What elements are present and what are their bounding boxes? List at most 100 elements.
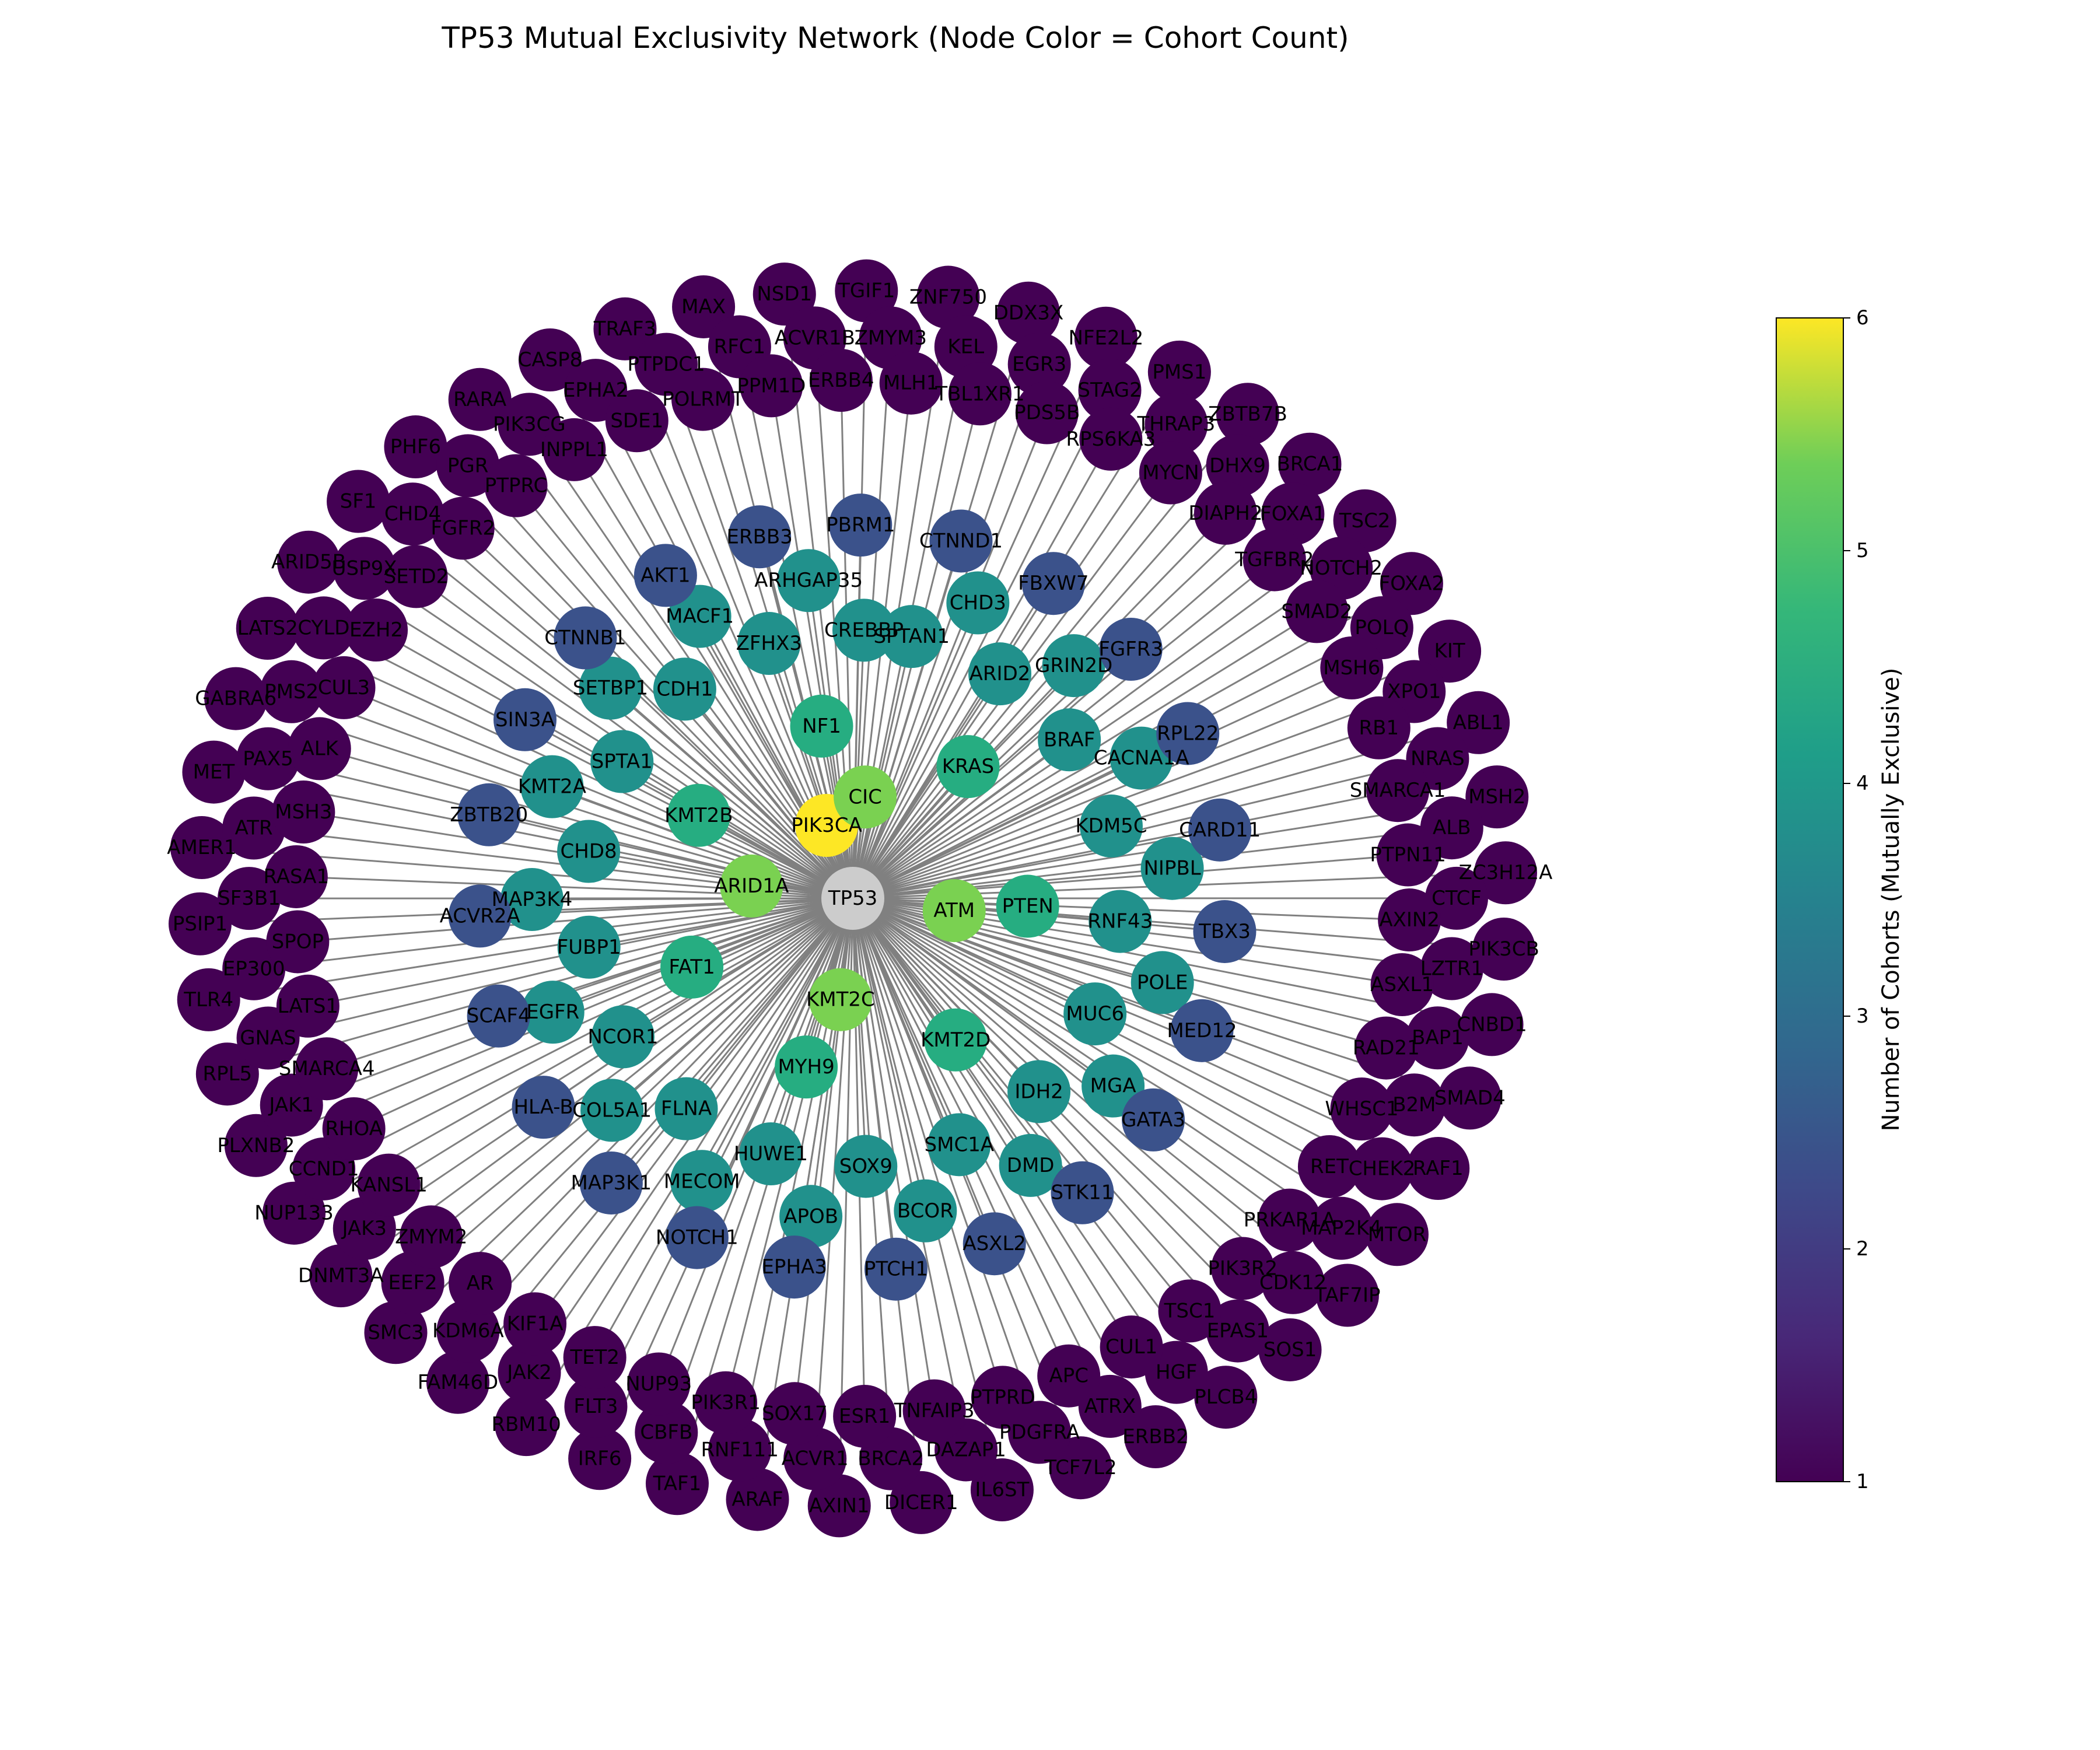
node-cic	[834, 765, 897, 829]
node-kit	[1418, 620, 1482, 683]
colorbar-axis-label: Number of Cohorts (Mutually Exclusive)	[1878, 668, 1905, 1132]
node-pik3cb	[1472, 918, 1536, 981]
node-label-plcb4: PLCB4	[1194, 1385, 1257, 1409]
edge-tp53-zmym2	[430, 897, 853, 1238]
node-label-ddx3x: DDX3X	[993, 302, 1064, 325]
node-label-cdh1: CDH1	[656, 677, 713, 701]
node-label-fgfr2: FGFR2	[430, 517, 495, 540]
edge-tp53-dazap1	[852, 898, 967, 1450]
node-label-diaph2: DIAPH2	[1188, 502, 1262, 525]
node-ncor1	[591, 1005, 654, 1069]
node-fam46d	[426, 1350, 489, 1414]
node-myh9	[775, 1035, 838, 1099]
node-label-mycn: MYCN	[1142, 461, 1199, 485]
node-label-pms2: PMS2	[264, 680, 318, 704]
edge-tp53-prkar1a	[852, 897, 1290, 1221]
node-label-ptch1: PTCH1	[864, 1258, 928, 1281]
node-label-araf: ARAF	[732, 1488, 783, 1511]
node-spop	[266, 910, 330, 974]
node-label-zmym2: ZMYM2	[395, 1225, 467, 1248]
node-label-alb: ALB	[1433, 816, 1471, 839]
node-label-kit: KIT	[1434, 639, 1465, 663]
node-plxnb2	[224, 1114, 288, 1177]
node-label-egr3: EGR3	[1012, 353, 1066, 376]
node-label-braf: BRAF	[1044, 728, 1095, 751]
node-pgr	[436, 434, 500, 498]
edge-tp53-smarca4	[326, 897, 853, 1070]
node-traf3	[593, 297, 657, 360]
node-label-col5a1: COL5A1	[572, 1098, 652, 1122]
node-label-asxl1: ASXL1	[1370, 973, 1434, 996]
node-label-ctnnb1: CTNNB1	[544, 626, 626, 650]
node-label-dazap1: DAZAP1	[926, 1438, 1006, 1461]
node-zfhx3	[737, 612, 801, 676]
node-pten	[996, 874, 1059, 938]
node-tlr4	[177, 968, 240, 1031]
node-fat1	[660, 935, 724, 999]
node-label-b2m: B2M	[1392, 1093, 1436, 1116]
node-foxa2	[1380, 552, 1443, 615]
node-label-notch2: NOTCH2	[1300, 556, 1382, 580]
node-ppm1d	[740, 354, 803, 418]
node-label-pds5b: PDS5B	[1014, 401, 1080, 425]
node-label-cdk12: CDK12	[1259, 1271, 1326, 1294]
node-label-met: MET	[193, 761, 235, 784]
node-setbp1	[579, 656, 642, 720]
edge-tp53-fgfr2	[462, 527, 854, 900]
node-label-tcf7l2: TCF7L2	[1044, 1456, 1116, 1479]
node-label-fat1: FAT1	[668, 956, 715, 979]
node-tgfbr2	[1242, 528, 1306, 592]
node-label-rnf111: RNF111	[701, 1438, 779, 1462]
node-rad21	[1354, 1016, 1418, 1080]
node-arid2	[968, 642, 1032, 706]
node-rasa1	[264, 845, 328, 908]
node-thrap3	[1144, 393, 1208, 456]
node-label-pik3ca: PIK3CA	[791, 814, 862, 837]
node-label-kmt2d: KMT2D	[921, 1028, 991, 1052]
node-label-pik3r2: PIK3R2	[1208, 1256, 1278, 1280]
node-kmt2a	[520, 755, 584, 818]
node-label-ppm1d: PPM1D	[737, 374, 806, 397]
node-taf7ip	[1315, 1264, 1379, 1327]
node-label-kmt2c: KMT2C	[806, 988, 875, 1012]
node-label-map3k1: MAP3K1	[571, 1171, 652, 1195]
node-label-ctnnd1: CTNND1	[919, 529, 1003, 552]
node-flt3	[564, 1375, 628, 1438]
node-label-mga: MGA	[1090, 1074, 1136, 1098]
node-pole	[1130, 951, 1194, 1014]
node-smc1a	[928, 1113, 991, 1177]
node-label-sox9: SOX9	[839, 1154, 892, 1178]
node-label-rfc1: RFC1	[714, 335, 766, 359]
node-label-hla-b: HLA-B	[513, 1096, 573, 1119]
node-ddx3x	[997, 281, 1060, 345]
node-label-bap1: BAP1	[1412, 1026, 1464, 1049]
node-label-casp8: CASP8	[518, 348, 583, 372]
node-label-arid1a: ARID1A	[714, 874, 789, 898]
edge-tp53-cdk12	[852, 897, 1294, 1283]
node-smad4	[1438, 1066, 1502, 1130]
node-nup133	[262, 1181, 326, 1245]
node-label-dmd: DMD	[1007, 1154, 1055, 1177]
node-label-tet2: TET2	[569, 1346, 620, 1369]
node-label-nsd1: NSD1	[757, 282, 812, 306]
node-setd2	[384, 545, 448, 608]
node-label-xpo1: XPO1	[1387, 680, 1441, 704]
node-label-kdm6a: KDM6A	[432, 1320, 504, 1343]
edge-tp53-mecom	[701, 898, 854, 1182]
node-label-apc: APC	[1049, 1364, 1088, 1388]
node-label-lztr1: LZTR1	[1420, 957, 1483, 980]
node-label-chd4: CHD4	[384, 502, 441, 526]
node-label-fam46d: FAM46D	[418, 1371, 498, 1394]
edge-tp53-ccnd1	[323, 897, 853, 1170]
node-label-foxa2: FOXA2	[1379, 572, 1444, 595]
node-jak2	[498, 1340, 561, 1404]
node-label-epha2: EPHA2	[563, 379, 628, 402]
node-label-rasa1: RASA1	[264, 865, 330, 888]
node-label-smarca1: SMARCA1	[1350, 779, 1446, 802]
node-label-zmym3: ZMYM3	[855, 326, 927, 349]
node-label-rad21: RAD21	[1353, 1037, 1420, 1060]
node-label-map2k4: MAP2K4	[1301, 1217, 1382, 1240]
node-mecom	[670, 1150, 734, 1213]
node-label-kmt2b: KMT2B	[664, 804, 733, 827]
